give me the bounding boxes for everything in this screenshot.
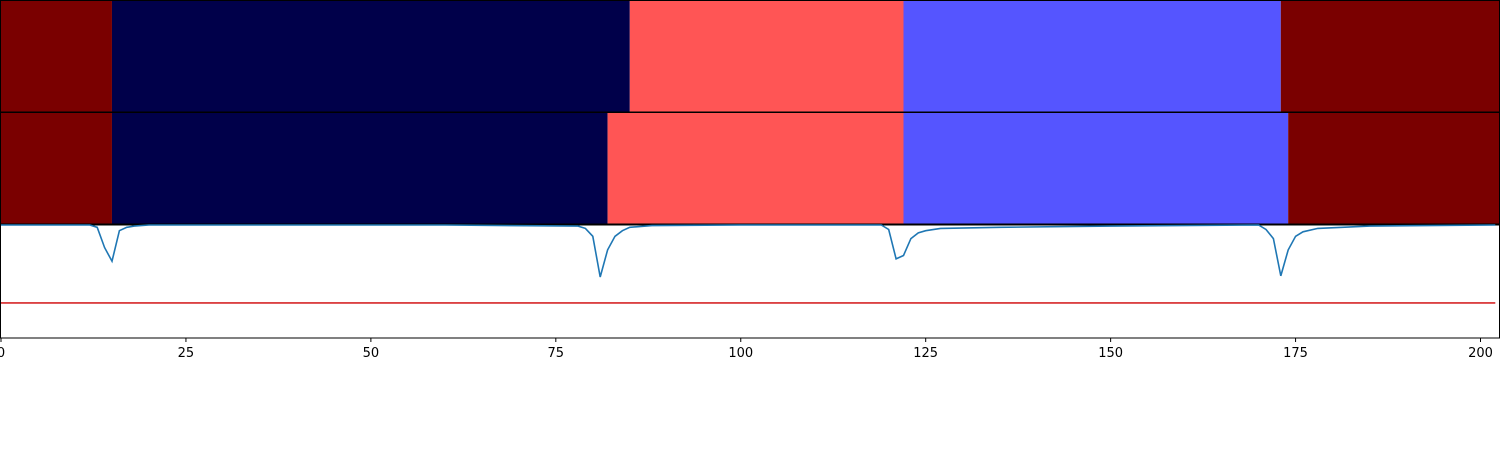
signal-frame [0, 224, 1500, 339]
x-tick-label: 25 [178, 346, 195, 361]
segment-bar [1288, 113, 1499, 224]
x-tick-label: 175 [1283, 346, 1308, 361]
segment-bar [903, 113, 1289, 224]
segment-bar [111, 113, 608, 224]
x-tick-label: 50 [363, 346, 380, 361]
x-tick-label: 75 [548, 346, 565, 361]
segment-bar [903, 1, 1281, 112]
segment-bar [629, 1, 904, 112]
signal-panel [0, 224, 1500, 339]
x-tick-label: 200 [1468, 346, 1493, 361]
x-tick-label: 0 [0, 346, 5, 361]
segment-bar [1, 113, 112, 224]
x-tick-label: 100 [728, 346, 753, 361]
segment-tracks [0, 0, 1500, 225]
x-tick-label: 125 [913, 346, 938, 361]
x-axis: 0 25 50 75 100 125 150 175 200 [0, 338, 1493, 361]
segment-track-2 [0, 112, 1500, 225]
segment-bar [1280, 1, 1499, 112]
segment-track-1 [0, 0, 1500, 113]
x-tick-label: 150 [1098, 346, 1123, 361]
segment-bar [111, 1, 630, 112]
signal-line [1, 224, 1496, 278]
segment-bar [1, 1, 112, 112]
segment-bar [607, 113, 904, 224]
